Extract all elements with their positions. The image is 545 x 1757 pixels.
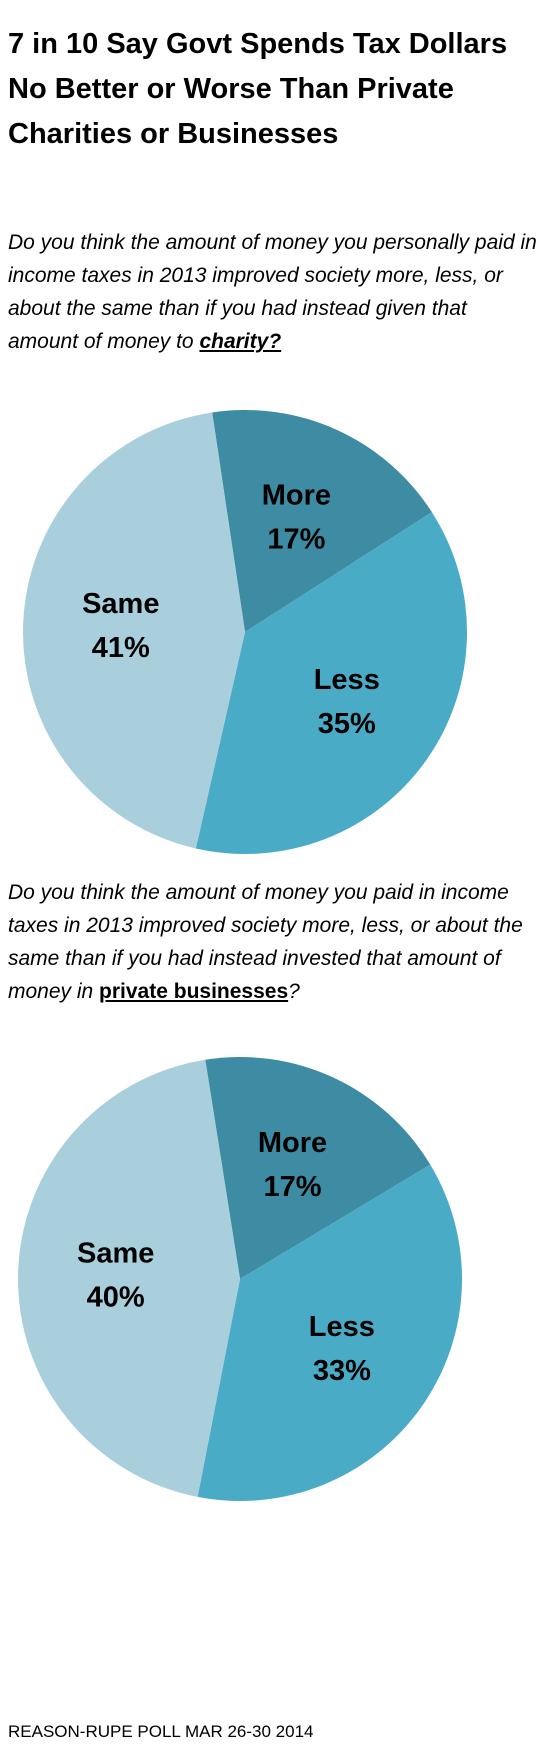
source: REASON-RUPE POLL MAR 26-30 2014: [8, 1722, 314, 1741]
slice-label: Same: [77, 1237, 154, 1269]
slice-value-label: 40%: [87, 1281, 145, 1313]
title: 7 in 10 Say Govt Spends Tax Dollars No B…: [8, 28, 508, 150]
slice-value-label: 17%: [264, 1171, 322, 1203]
slice-label: Less: [309, 1311, 375, 1343]
pie-slice: [212, 410, 432, 632]
question-text: Do you think the amount of money you per…: [8, 231, 537, 353]
question-text: Do you think the amount of money you pai…: [8, 881, 523, 1003]
slice-label: More: [258, 1127, 327, 1159]
question: Do you think the amount of money you pai…: [8, 876, 538, 1008]
slice-value-label: 35%: [318, 708, 376, 740]
pie-slice: [17, 1059, 240, 1497]
pie-slice: [195, 512, 468, 854]
slice-value-label: 33%: [313, 1355, 371, 1387]
slice-label: Same: [82, 588, 159, 620]
question-emphasis: charity?: [199, 330, 282, 353]
pie-slice: [197, 1164, 463, 1501]
slice-label: Less: [314, 664, 380, 696]
pie-slice: [22, 412, 245, 849]
question-emphasis: private businesses: [99, 980, 289, 1003]
slice-label: More: [262, 479, 331, 511]
pie-slice: [205, 1057, 431, 1279]
question: Do you think the amount of money you per…: [8, 226, 538, 358]
slice-value-label: 17%: [267, 523, 325, 555]
slice-value-label: 41%: [92, 632, 150, 664]
question-end: ?: [288, 980, 300, 1003]
